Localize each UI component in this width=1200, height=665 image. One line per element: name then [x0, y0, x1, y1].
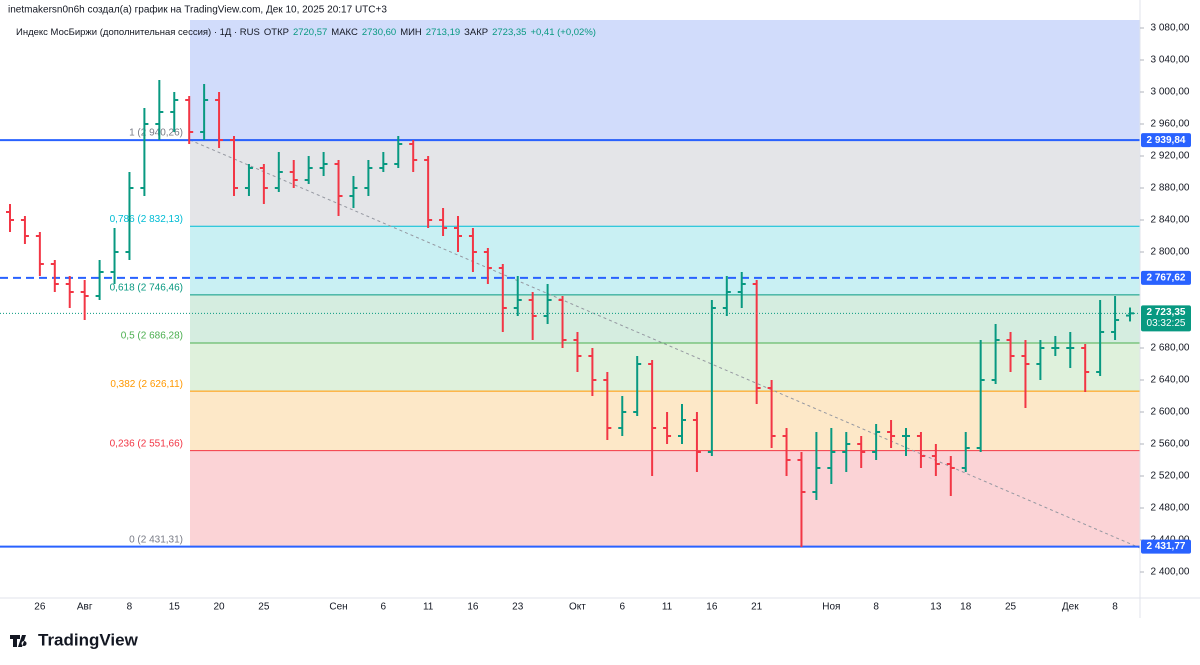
logo-text: TradingView — [38, 630, 139, 649]
x-tick-label: 26 — [34, 602, 46, 613]
fib-label: 0,382 (2 626,11) — [110, 379, 183, 390]
fib-zone — [190, 294, 1140, 343]
price-box-label: 2 767,62 — [1147, 273, 1186, 284]
ohlc-label: МАКС — [331, 27, 358, 38]
fib-zone — [190, 226, 1140, 295]
x-tick-label: 20 — [214, 602, 226, 613]
trend-line — [189, 139, 1141, 549]
x-tick-label: 23 — [512, 602, 524, 613]
x-tick-label: 8 — [127, 602, 133, 613]
y-tick-label: 3 080,00 — [1151, 23, 1190, 34]
y-tick-label: 2 480,00 — [1151, 503, 1190, 514]
attribution: inetmakersn0n6h создал(а) график на Trad… — [8, 4, 387, 16]
x-tick-label: 25 — [1005, 602, 1017, 613]
price-box — [1141, 133, 1191, 148]
ohlc-label: МИН — [400, 27, 422, 38]
fib-zone — [190, 450, 1140, 547]
y-tick-label: 2 640,00 — [1151, 375, 1190, 386]
y-tick-label: 2 400,00 — [1151, 567, 1190, 578]
ohlc-value: 2730,60 — [362, 27, 396, 38]
change: +0,41 (+0,02%) — [530, 27, 596, 38]
y-tick-label: 2 600,00 — [1151, 407, 1190, 418]
x-tick-label: Окт — [569, 602, 586, 613]
symbol: Индекс МосБиржи (дополнительная сессия) … — [16, 27, 260, 38]
x-tick-label: 25 — [258, 602, 270, 613]
price-box — [1141, 270, 1191, 285]
ohlc-label: ОТКР — [264, 27, 289, 38]
last-price-box — [1141, 305, 1191, 332]
logo: TradingView — [10, 630, 139, 649]
x-tick-label: Сен — [329, 602, 347, 613]
y-tick-label: 2 680,00 — [1151, 343, 1190, 354]
x-tick-label: 13 — [930, 602, 942, 613]
last-price-label: 2 723,35 — [1147, 307, 1186, 318]
fib-label: 0 (2 431,31) — [129, 535, 183, 546]
y-tick-label: 2 560,00 — [1151, 439, 1190, 450]
legend: Индекс МосБиржи (дополнительная сессия) … — [16, 27, 596, 38]
fib-zone — [190, 20, 1140, 140]
ohlc-value: 2720,57 — [293, 27, 327, 38]
price-box-label: 2 431,77 — [1147, 541, 1186, 552]
x-tick-label: 16 — [706, 602, 718, 613]
y-tick-label: 2 520,00 — [1151, 471, 1190, 482]
y-tick-label: 3 040,00 — [1151, 55, 1190, 66]
ohlc-value: 2723,35 — [492, 27, 526, 38]
x-tick-label: 8 — [873, 602, 879, 613]
x-tick-label: 16 — [467, 602, 479, 613]
fib-label: 0,786 (2 832,13) — [110, 214, 183, 225]
x-tick-label: Ноя — [822, 602, 840, 613]
y-tick-label: 2 920,00 — [1151, 151, 1190, 162]
x-tick-label: 21 — [751, 602, 763, 613]
x-tick-label: 8 — [1112, 602, 1118, 613]
y-tick-label: 2 880,00 — [1151, 183, 1190, 194]
x-tick-label: Дек — [1062, 602, 1079, 613]
price-box-label: 2 939,84 — [1147, 135, 1186, 146]
price-box — [1141, 539, 1191, 554]
fib-zone — [190, 342, 1140, 392]
countdown: 03:32:25 — [1147, 318, 1186, 329]
y-tick-label: 3 000,00 — [1151, 87, 1190, 98]
fib-zone — [190, 139, 1140, 227]
y-tick-label: 2 960,00 — [1151, 119, 1190, 130]
x-tick-label: Авг — [77, 602, 93, 613]
x-tick-label: 18 — [960, 602, 972, 613]
x-tick-label: 15 — [169, 602, 181, 613]
ohlc-label: ЗАКР — [464, 27, 488, 38]
fib-label: 0,618 (2 746,46) — [110, 282, 183, 293]
plot-area: 0 (2 431,31) 0,236 (2 551,66) 0,382 (2 626… — [0, 20, 1141, 549]
fib-label: 0,5 (2 686,28) — [121, 331, 183, 342]
fib-label: 1 (2 940,26) — [129, 127, 183, 138]
x-tick-label: 6 — [619, 602, 625, 613]
x-tick-label: 6 — [381, 602, 387, 613]
y-tick-label: 2 800,00 — [1151, 247, 1190, 258]
fib-zone — [190, 391, 1140, 451]
x-tick-label: 11 — [423, 602, 434, 613]
x-tick-label: 11 — [662, 602, 673, 613]
legend: Индекс МосБиржи (дополнительная сессия) … — [16, 27, 596, 38]
ohlc-value: 2713,19 — [426, 27, 460, 38]
fib-label: 0,236 (2 551,66) — [110, 438, 183, 449]
y-tick-label: 2 840,00 — [1151, 215, 1190, 226]
